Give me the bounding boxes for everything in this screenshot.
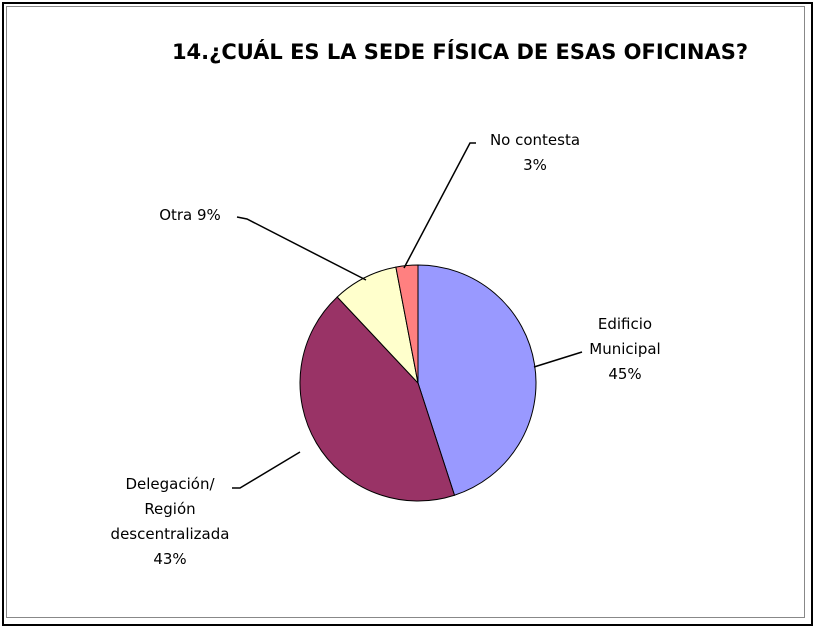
value-label: 45% [608,365,642,383]
value-label: 9% [197,206,221,224]
slice-label: No contesta 3% [470,128,600,178]
slice-label: Delegación/ Región descentralizada 43% [100,472,240,572]
chart-title: 14.¿CUÁL ES LA SEDE FÍSICA DE ESAS OFICI… [171,40,749,64]
value-label: 3% [523,156,547,174]
slice-label: Edificio Municipal 45% [565,312,685,387]
pie-slice [417,264,537,496]
category-label: Edificio Municipal [589,315,661,358]
category-label: No contesta [489,131,581,149]
leader-line [403,142,476,269]
category-label: Otra [159,206,193,224]
leader-line [236,216,367,281]
pie-slice [299,296,456,502]
leader-line [533,351,583,368]
pie-slice [395,264,419,384]
inner-frame [6,6,805,618]
category-label: Delegación/ Región descentralizada [110,475,230,543]
leader-line [232,451,301,489]
value-label: 43% [153,550,187,568]
slice-label: Otra 9% [140,203,240,228]
